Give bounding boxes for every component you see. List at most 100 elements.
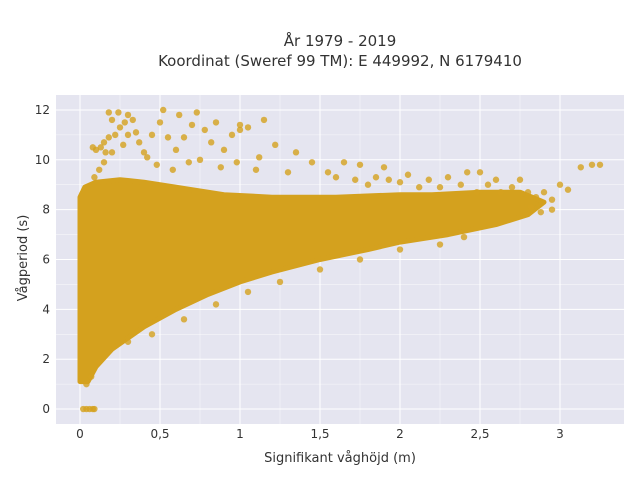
data-point xyxy=(233,159,240,166)
x-tick-label: 0,5 xyxy=(150,427,169,441)
data-point xyxy=(244,124,252,131)
data-point xyxy=(537,208,544,216)
data-point xyxy=(508,184,516,191)
data-point xyxy=(492,176,500,183)
data-point xyxy=(153,161,160,168)
data-point xyxy=(316,266,324,273)
chart-title-line2: Koordinat (Sweref 99 TM): E 449992, N 61… xyxy=(158,52,522,70)
x-tick-label: 2,5 xyxy=(470,427,489,441)
data-point xyxy=(372,174,380,181)
x-axis-ticks: 0 0,5 1 1,5 2 2,5 3 xyxy=(76,427,564,441)
data-point xyxy=(516,176,524,183)
data-point xyxy=(425,176,432,183)
data-point xyxy=(102,149,109,156)
data-point xyxy=(352,176,359,183)
data-point xyxy=(124,111,132,119)
data-point xyxy=(497,189,504,196)
data-point xyxy=(540,189,548,196)
data-point xyxy=(276,278,284,286)
dense-region xyxy=(77,177,547,385)
data-point xyxy=(252,166,260,173)
data-point xyxy=(124,131,132,139)
dense-point-region xyxy=(77,177,547,385)
data-point xyxy=(356,161,364,168)
data-point xyxy=(96,358,103,365)
data-point xyxy=(457,181,464,188)
data-point xyxy=(96,166,103,173)
data-point xyxy=(396,246,404,253)
data-point xyxy=(416,184,423,191)
data-point xyxy=(556,181,564,188)
y-axis-ticks: 0 2 4 6 8 10 12 xyxy=(35,103,50,416)
data-point xyxy=(180,134,188,141)
data-point xyxy=(228,131,236,139)
data-point xyxy=(588,161,596,168)
data-point xyxy=(364,181,372,188)
data-point xyxy=(292,149,300,156)
data-point xyxy=(88,373,95,380)
data-point xyxy=(136,139,143,146)
data-point xyxy=(532,193,540,201)
y-tick-label: 2 xyxy=(42,352,50,366)
data-point xyxy=(385,176,392,183)
data-point xyxy=(596,161,604,168)
data-point xyxy=(97,144,105,151)
data-point xyxy=(272,141,279,149)
data-point xyxy=(340,159,348,166)
grid-lines xyxy=(56,95,624,424)
data-point xyxy=(115,109,122,116)
data-point xyxy=(116,124,124,131)
x-tick-label: 0 xyxy=(76,427,84,441)
data-point xyxy=(564,186,572,193)
data-point xyxy=(356,256,364,263)
data-point xyxy=(220,146,228,154)
data-point xyxy=(144,154,151,161)
data-point xyxy=(108,116,116,124)
data-point xyxy=(284,169,292,176)
y-tick-label: 12 xyxy=(35,103,50,117)
x-tick-label: 1,5 xyxy=(310,427,329,441)
y-tick-label: 8 xyxy=(42,203,50,217)
data-point xyxy=(396,179,404,186)
data-point xyxy=(332,174,340,181)
x-axis-label: Signifikant våghöjd (m) xyxy=(264,451,416,466)
data-point xyxy=(260,116,268,124)
data-point xyxy=(169,166,176,173)
data-point xyxy=(244,288,252,296)
data-point xyxy=(89,144,97,151)
x-tick-label: 1 xyxy=(236,427,244,441)
data-point xyxy=(180,316,188,323)
data-point xyxy=(201,126,208,134)
data-point xyxy=(212,301,220,308)
data-point xyxy=(112,131,119,139)
data-point xyxy=(132,129,140,136)
data-point xyxy=(528,203,535,211)
data-point xyxy=(193,109,200,116)
x-tick-label: 2 xyxy=(396,427,404,441)
y-tick-label: 4 xyxy=(42,302,50,316)
data-point xyxy=(108,149,116,156)
data-point xyxy=(436,241,444,248)
data-point xyxy=(185,159,192,166)
data-point xyxy=(324,169,332,176)
data-point xyxy=(164,134,172,141)
data-point xyxy=(83,380,90,388)
data-point xyxy=(404,171,412,178)
data-point xyxy=(236,126,244,134)
y-tick-label: 6 xyxy=(42,253,50,267)
data-point xyxy=(548,206,556,213)
data-point xyxy=(577,164,584,171)
data-point xyxy=(460,233,468,241)
data-point xyxy=(91,174,98,181)
data-point xyxy=(140,149,148,156)
data-point xyxy=(196,156,204,164)
data-point xyxy=(464,169,471,176)
data-point xyxy=(256,154,263,161)
data-point xyxy=(124,338,132,345)
data-point xyxy=(308,159,316,166)
data-point xyxy=(120,141,127,149)
data-point xyxy=(236,121,244,129)
y-tick-label: 0 xyxy=(42,402,50,416)
y-tick-label: 10 xyxy=(35,153,50,167)
